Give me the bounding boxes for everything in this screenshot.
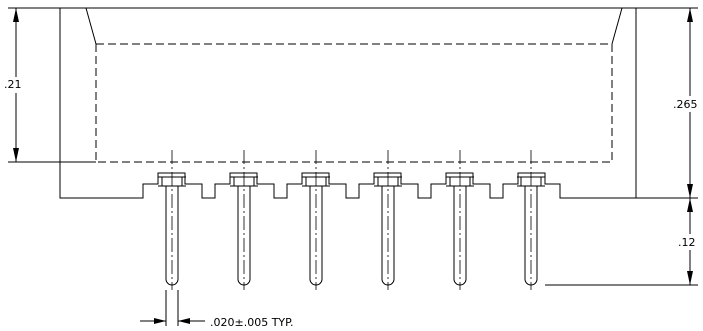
dim-pin-length: .12 xyxy=(545,198,700,286)
arrow-icon xyxy=(154,318,166,324)
pins xyxy=(158,150,545,290)
dim-label-pin: .12 xyxy=(678,236,696,249)
dim-right: .265 xyxy=(636,7,703,199)
arrow-icon xyxy=(178,318,190,324)
hidden-cavity xyxy=(95,43,613,163)
chamfer-left xyxy=(85,7,97,45)
arrow-icon xyxy=(687,184,693,198)
housing xyxy=(59,7,637,199)
pin xyxy=(230,150,258,290)
chamfer-right xyxy=(611,7,623,45)
label-bg xyxy=(672,96,703,112)
arrow-icon xyxy=(687,271,693,285)
dim-pin-width: .020±.005 TYP. xyxy=(140,290,294,329)
housing-outline xyxy=(59,7,637,199)
pin xyxy=(374,150,402,290)
dim-label-right: .265 xyxy=(673,98,698,111)
pin xyxy=(517,150,545,290)
pin xyxy=(446,150,474,290)
dim-label-pin-width: .020±.005 TYP. xyxy=(210,316,294,329)
pin xyxy=(302,150,330,290)
dim-label-left: .21 xyxy=(4,78,22,91)
label-bg xyxy=(2,77,26,93)
arrow-icon xyxy=(13,148,19,162)
arrow-icon xyxy=(13,8,19,22)
arrow-icon xyxy=(687,8,693,22)
pin xyxy=(158,150,186,290)
label-bg xyxy=(676,234,700,250)
arrow-icon xyxy=(687,198,693,212)
dim-left: .21 xyxy=(2,7,96,163)
